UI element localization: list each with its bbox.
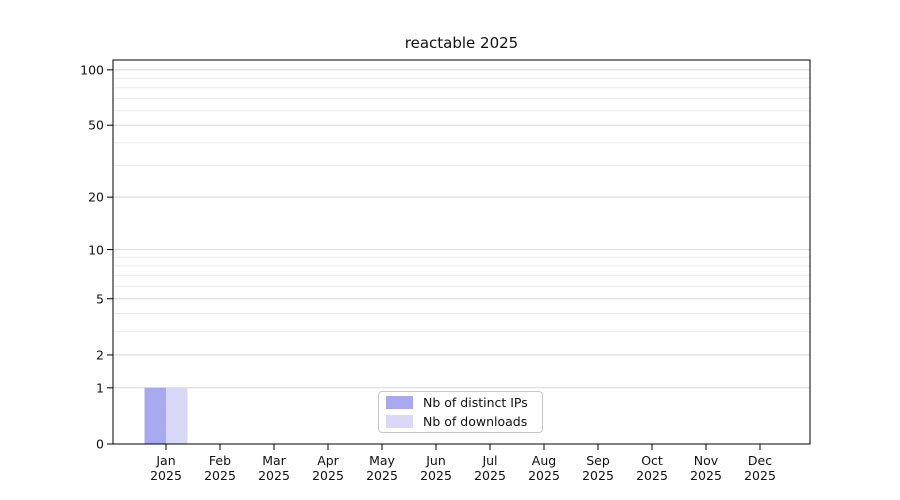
legend-label-downloads: Nb of downloads <box>423 414 528 429</box>
y-tick-label-50: 50 <box>88 117 104 133</box>
bar-downloads-jan <box>166 387 188 444</box>
chart-title: reactable 2025 <box>404 34 519 52</box>
plot-border <box>112 59 811 445</box>
x-tick-label-mar: Mar 2025 <box>258 453 290 483</box>
legend-row-downloads: Nb of downloads <box>386 414 535 429</box>
axis-layer <box>107 59 811 450</box>
bar-layer <box>144 387 188 444</box>
y-tick-label-0: 0 <box>96 436 104 452</box>
y-tick-label-1: 1 <box>96 380 104 396</box>
y-tick-label-5: 5 <box>96 291 104 307</box>
x-tick-label-apr: Apr 2025 <box>312 453 344 483</box>
y-tick-label-10: 10 <box>88 242 104 258</box>
legend-swatch-downloads <box>386 415 413 428</box>
y-tick-label-100: 100 <box>80 62 104 78</box>
x-tick-label-jan: Jan 2025 <box>150 453 182 483</box>
x-tick-label-jun: Jun 2025 <box>420 453 452 483</box>
legend-label-distinct-ips: Nb of distinct IPs <box>423 395 528 410</box>
y-tick-label-20: 20 <box>88 189 104 205</box>
x-tick-label-feb: Feb 2025 <box>204 453 236 483</box>
bar-distinct-ips-jan <box>144 387 166 444</box>
x-tick-label-dec: Dec 2025 <box>744 453 776 483</box>
x-tick-label-jul: Jul 2025 <box>474 453 506 483</box>
grid-layer <box>113 69 810 389</box>
x-tick-label-oct: Oct 2025 <box>636 453 668 483</box>
legend: Nb of distinct IPs Nb of downloads <box>378 391 543 433</box>
y-tick-label-2: 2 <box>96 347 104 363</box>
x-tick-label-nov: Nov 2025 <box>690 453 722 483</box>
legend-row-distinct-ips: Nb of distinct IPs <box>386 395 535 410</box>
x-tick-label-may: May 2025 <box>366 453 398 483</box>
legend-swatch-distinct-ips <box>386 396 413 409</box>
x-tick-label-sep: Sep 2025 <box>582 453 614 483</box>
x-tick-label-aug: Aug 2025 <box>528 453 560 483</box>
